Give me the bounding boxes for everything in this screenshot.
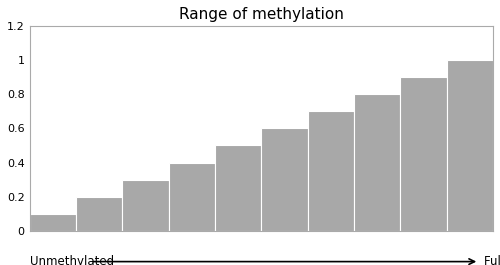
Bar bbox=[262, 128, 308, 231]
Bar bbox=[122, 180, 168, 231]
Title: Range of methylation: Range of methylation bbox=[179, 7, 344, 22]
Bar bbox=[308, 111, 354, 231]
Bar bbox=[400, 77, 446, 231]
Text: Fully Methylated: Fully Methylated bbox=[484, 255, 500, 265]
Bar bbox=[354, 94, 401, 231]
Bar bbox=[446, 60, 493, 231]
Bar bbox=[76, 197, 122, 231]
Bar bbox=[215, 145, 262, 231]
Bar bbox=[168, 162, 215, 231]
Text: Unmethylated: Unmethylated bbox=[30, 255, 114, 265]
Bar bbox=[30, 214, 76, 231]
